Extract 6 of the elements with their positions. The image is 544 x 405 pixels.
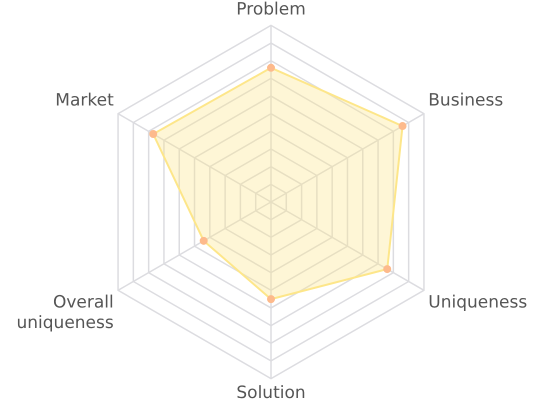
spoke-label: Market	[55, 90, 114, 110]
spoke-label: Overall uniqueness	[16, 292, 114, 333]
spoke-label: Solution	[236, 383, 306, 404]
spoke-label: Business	[428, 90, 504, 110]
spoke-label: Uniqueness	[428, 292, 528, 312]
spoke-label: Problem	[236, 0, 306, 20]
